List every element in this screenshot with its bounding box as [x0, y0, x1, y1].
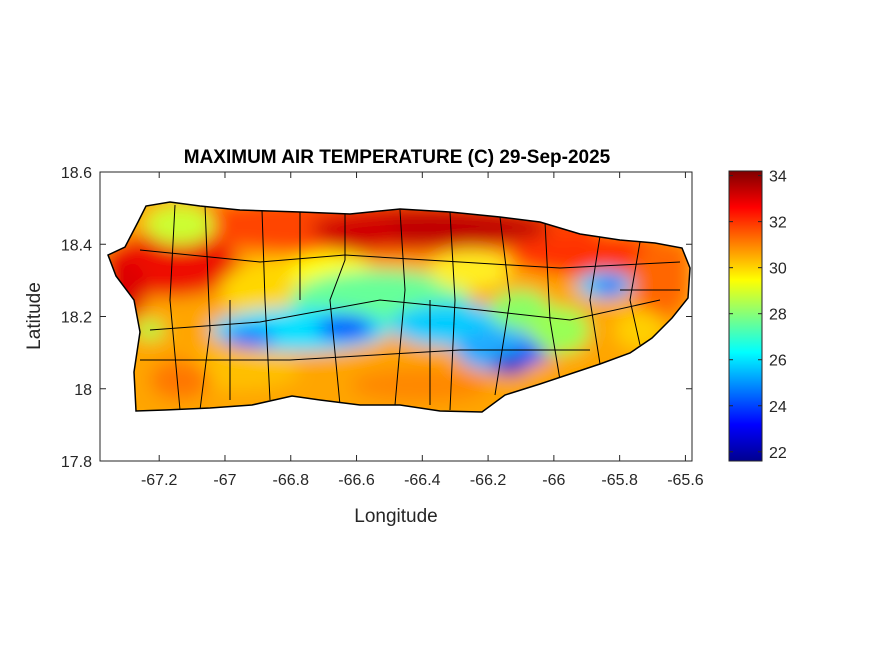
- municipal-boundary: [589, 235, 601, 365]
- colorbar-tick-label: 28: [769, 307, 787, 324]
- plot-area: -67.2 -67 -66.8 -66.6 -66.4 -66.2 -66 -65.8 -65.…: [61, 165, 704, 489]
- municipal-boundary: [329, 212, 346, 406]
- municipal-boundary: [629, 241, 641, 346]
- colorbar-tick-label: 32: [769, 215, 787, 232]
- municipal-boundary: [544, 221, 561, 381]
- y-tick-label: 18.6: [61, 165, 92, 182]
- municipal-boundaries: [139, 204, 681, 411]
- x-tick-label: -66.4: [404, 472, 441, 489]
- x-tick-label: -67: [213, 472, 236, 489]
- x-axis-label: Longitude: [354, 506, 437, 527]
- colorbar-tick-label: 30: [769, 261, 787, 278]
- x-tick-label: -66.2: [470, 472, 507, 489]
- municipal-boundary: [169, 204, 181, 411]
- x-tick-label: -66.8: [273, 472, 310, 489]
- colorbar-tick-label: 34: [769, 169, 787, 186]
- chart-title: MAXIMUM AIR TEMPERATURE (C) 29-Sep-2025: [184, 147, 611, 168]
- municipal-boundary: [394, 209, 406, 406]
- x-tick-label: -65.8: [601, 472, 638, 489]
- municipal-boundary: [494, 216, 511, 396]
- municipal-boundary: [261, 209, 271, 401]
- y-tick-label: 17.8: [61, 454, 92, 471]
- municipal-boundary: [199, 204, 211, 411]
- colorbar-tick-label: 26: [769, 353, 787, 370]
- x-tick-label: -65.6: [667, 472, 704, 489]
- y-tick-label: 18.4: [61, 237, 92, 254]
- y-tick-label: 18: [74, 382, 92, 399]
- temperature-field: [108, 202, 690, 412]
- y-axis-label: Latitude: [24, 282, 45, 350]
- municipal-boundary: [449, 211, 456, 411]
- x-tick-label: -66: [542, 472, 565, 489]
- colorbar-tick-label: 24: [769, 399, 787, 416]
- municipal-boundary: [140, 349, 590, 361]
- colorbar-tick-label: 22: [769, 445, 787, 462]
- x-tick-label: -66.6: [338, 472, 375, 489]
- colorbar: 34 32 30 28 26 24 22: [728, 169, 787, 462]
- x-tick-label: -67.2: [141, 472, 178, 489]
- y-tick-label: 18.2: [61, 310, 92, 327]
- municipal-boundary: [139, 249, 681, 269]
- colorbar-gradient: [728, 170, 763, 462]
